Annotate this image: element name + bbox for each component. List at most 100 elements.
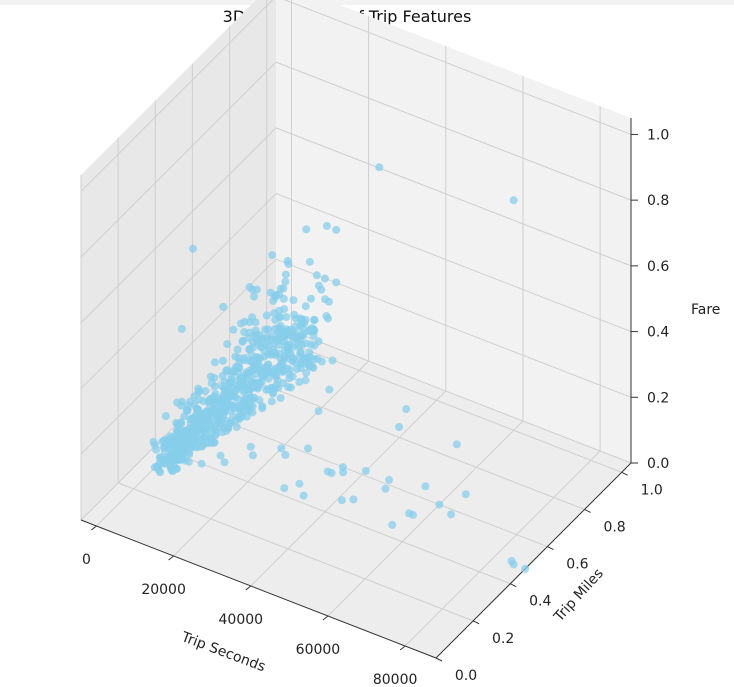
data-point: [184, 457, 193, 466]
data-point: [279, 379, 288, 388]
data-point: [264, 325, 273, 334]
data-point: [461, 490, 470, 499]
data-point: [302, 368, 311, 377]
y-gridline: [192, 408, 548, 548]
data-point: [292, 335, 301, 344]
z-gridline: [275, 324, 632, 464]
z-gridline: [80, 61, 277, 258]
data-point: [284, 346, 293, 355]
data-point: [296, 348, 305, 357]
y-tick-mark: [472, 620, 480, 625]
data-point: [322, 312, 331, 321]
data-point: [298, 324, 307, 333]
data-point: [299, 491, 308, 500]
x-tick-mark: [91, 525, 97, 531]
x-gridline: [404, 450, 601, 647]
y-tick-label: 0.6: [566, 557, 588, 573]
left-pane: [81, 0, 276, 520]
data-point: [210, 358, 219, 367]
data-point: [250, 292, 258, 301]
data-point: [251, 370, 259, 379]
x-tick-label: 40000: [219, 612, 264, 628]
data-point: [302, 225, 311, 234]
data-point: [220, 458, 229, 467]
data-point: [233, 345, 242, 354]
data-point: [295, 378, 304, 386]
data-point: [177, 448, 186, 457]
data-point: [421, 482, 430, 491]
data-point: [191, 443, 200, 452]
data-point: [235, 415, 244, 424]
data-point: [276, 394, 285, 402]
data-point: [281, 451, 290, 459]
data-point: [452, 440, 461, 449]
data-point: [197, 459, 206, 468]
data-point: [239, 388, 248, 397]
data-point: [301, 315, 310, 324]
data-point: [275, 349, 284, 358]
data-point: [281, 277, 290, 286]
data-point: [156, 453, 165, 462]
x-axis-line: [80, 519, 437, 659]
data-point: [305, 257, 314, 266]
y-tick-label: 0.2: [492, 631, 514, 647]
data-point: [301, 356, 310, 364]
data-point: [260, 347, 269, 355]
data-point: [277, 444, 286, 453]
y-tick-mark: [435, 657, 443, 662]
x-tick-label: 20000: [141, 582, 186, 598]
data-point: [202, 439, 211, 448]
data-point: [447, 510, 456, 519]
y-tick-label: 0.8: [603, 519, 625, 535]
data-point: [240, 317, 249, 326]
data-point: [317, 357, 326, 366]
data-point: [507, 557, 516, 565]
data-point: [229, 325, 238, 334]
data-point: [395, 423, 404, 431]
x-tick-mark: [245, 585, 252, 591]
y-axis-label: Trip Miles: [551, 566, 607, 626]
x-tick-mark: [399, 645, 406, 651]
data-point: [278, 359, 287, 368]
data-point: [349, 495, 358, 504]
data-point: [289, 296, 298, 305]
data-point: [218, 428, 227, 437]
y-tick-label: 0.4: [529, 594, 551, 610]
data-point: [212, 410, 221, 419]
data-point: [254, 358, 263, 367]
data-point: [321, 295, 330, 304]
data-point: [194, 423, 202, 432]
data-point: [284, 260, 293, 268]
z-gridline: [80, 258, 277, 455]
data-point: [238, 337, 247, 346]
z-gridline: [80, 127, 277, 324]
data-point: [189, 436, 198, 445]
data-point: [242, 394, 251, 403]
data-point: [172, 418, 181, 427]
data-point: [305, 326, 314, 335]
data-point: [192, 411, 200, 420]
data-point: [381, 484, 390, 493]
z-gridline: [275, 193, 632, 333]
data-point: [216, 451, 225, 460]
data-point: [301, 376, 310, 385]
data-point: [328, 356, 337, 365]
data-point: [172, 427, 181, 435]
data-points: [149, 163, 530, 573]
data-point: [250, 331, 259, 340]
data-point: [263, 360, 272, 369]
data-point: [223, 340, 232, 349]
data-point: [275, 340, 284, 349]
y-tick-mark: [510, 583, 517, 588]
data-point: [295, 479, 304, 488]
data-point: [216, 419, 225, 428]
data-point: [219, 302, 228, 311]
data-point: [201, 387, 210, 395]
data-point: [246, 442, 255, 451]
data-point: [173, 455, 182, 464]
data-point: [226, 379, 235, 388]
data-point: [231, 352, 240, 361]
data-point: [252, 285, 261, 294]
data-point: [282, 313, 291, 321]
